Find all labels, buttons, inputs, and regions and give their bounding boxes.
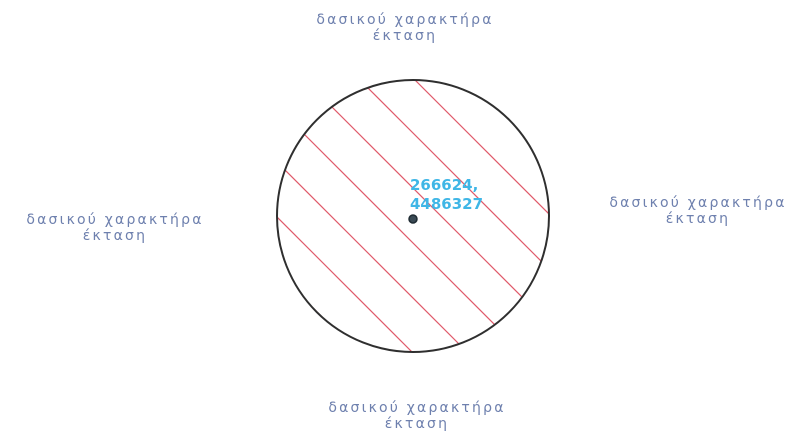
area-label-top-line2: έκταση: [372, 28, 438, 44]
area-label-left-line1: δασικού χαρακτήρα: [26, 212, 204, 228]
area-label-top: δασικού χαρακτήρα έκταση: [270, 12, 540, 44]
point-marker: [408, 214, 418, 224]
area-label-left-line2: έκταση: [82, 228, 148, 244]
area-circle-boundary: [276, 79, 550, 353]
hatch-line: [277, 80, 549, 352]
hatch-line: [429, 80, 549, 352]
area-label-bottom-line2: έκταση: [384, 416, 450, 432]
area-label-bottom: δασικού χαρακτήρα έκταση: [287, 400, 547, 432]
point-coordinate-y: 4486327: [410, 195, 484, 213]
hatch-line: [277, 80, 501, 352]
area-label-right-line1: δασικού χαρακτήρα: [609, 195, 787, 211]
area-label-right-line2: έκταση: [665, 211, 731, 227]
hatch-line: [374, 80, 549, 352]
area-label-bottom-line1: δασικού χαρακτήρα: [328, 400, 506, 416]
hatch-line: [277, 80, 549, 352]
hatch-line: [319, 80, 549, 352]
area-label-right: δασικού χαρακτήρα έκταση: [578, 195, 808, 227]
area-label-top-line1: δασικού χαρακτήρα: [316, 12, 494, 28]
hatch-line: [484, 80, 549, 352]
area-label-left: δασικού χαρακτήρα έκταση: [0, 212, 235, 244]
hatch-line: [277, 80, 549, 352]
point-coordinate-x: 266624,: [410, 176, 479, 194]
point-coordinate-label: 266624, 4486327: [410, 176, 483, 214]
